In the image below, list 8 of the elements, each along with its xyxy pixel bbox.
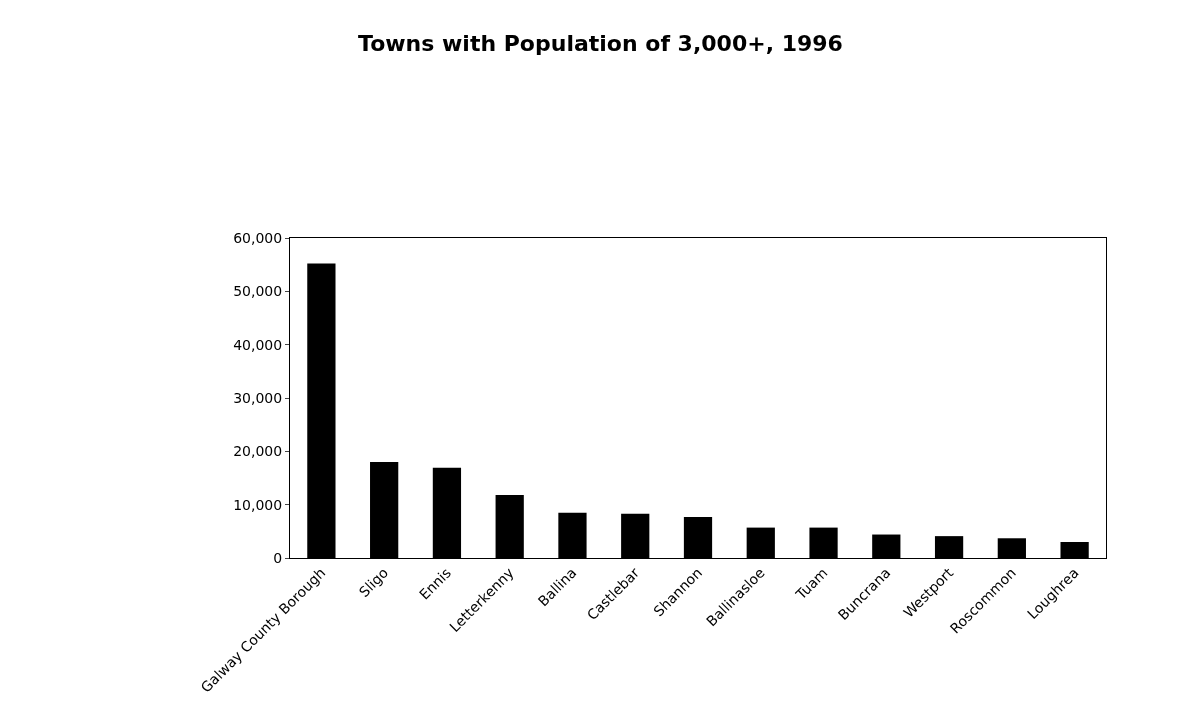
y-tick-label: 50,000 [233, 283, 283, 300]
y-tick-label: 0 [273, 549, 283, 566]
y-tick-label: 10,000 [233, 496, 283, 513]
y-tick-label: 60,000 [233, 229, 283, 246]
y-tick-label: 20,000 [233, 443, 283, 460]
y-tick-label: 30,000 [233, 389, 283, 406]
y-tick-label: 40,000 [233, 336, 283, 353]
chart-title: Towns with Population of 3,000+, 1996 [358, 30, 843, 56]
